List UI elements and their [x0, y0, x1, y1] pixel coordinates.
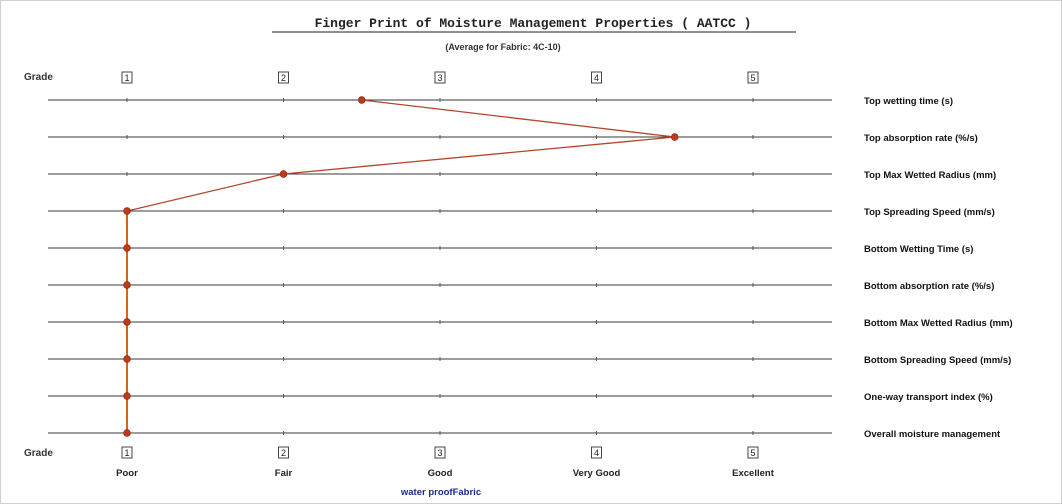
- data-point-row-2: [671, 133, 679, 141]
- grade-category-label: Good: [428, 468, 453, 479]
- row-label: Overall moisture management: [864, 429, 1001, 440]
- bottom-grade-box-4: [591, 446, 602, 459]
- bottom-grade-number: 1: [124, 448, 129, 458]
- bottom-grade-number: 5: [750, 448, 755, 458]
- bottom-grade-markers: 1 2 3 4 5: [121, 446, 759, 459]
- data-point-row-3: [279, 170, 288, 178]
- data-point-row-4: [123, 207, 131, 215]
- grade-category-labels: Poor Fair Good Very Good Excellent: [116, 468, 775, 479]
- row-label: Top Spreading Speed (mm/s): [864, 207, 995, 218]
- top-grade-markers: 1 2 3 4 5: [121, 71, 759, 84]
- top-grade-box-2: [278, 71, 289, 84]
- row-label: Bottom Wetting Time (s): [864, 244, 973, 255]
- top-grade-box-3: [434, 71, 446, 84]
- chart-subtitle: (Average for Fabric: 4C-10): [445, 42, 560, 52]
- top-grade-label: Grade: [24, 72, 53, 83]
- row-label: Bottom absorption rate (%/s): [864, 281, 994, 292]
- top-grade-box-5: [747, 71, 759, 84]
- data-point-row-6: [123, 281, 131, 289]
- series-layer: [123, 96, 679, 437]
- row-label: Top Max Wetted Radius (mm): [864, 170, 996, 181]
- grade-category-label: Fair: [275, 468, 293, 479]
- data-point-row-10: [123, 429, 131, 437]
- bottom-grade-box-1: [121, 446, 133, 459]
- data-point-row-9: [123, 392, 131, 400]
- bottom-grade-number: 2: [281, 448, 286, 458]
- chart-title: Finger Print of Moisture Management Prop…: [315, 16, 752, 31]
- top-grade-number: 5: [750, 73, 755, 83]
- top-grade-number: 3: [437, 73, 442, 83]
- bottom-grade-number: 3: [437, 448, 442, 458]
- row-label: Bottom Spreading Speed (mm/s): [864, 355, 1011, 366]
- top-grade-box-4: [591, 71, 602, 84]
- row-label: Bottom Max Wetted Radius (mm): [864, 318, 1013, 329]
- data-point-row-5: [123, 244, 131, 252]
- bottom-grade-label: Grade: [24, 448, 53, 459]
- grid: [48, 98, 832, 435]
- grade-category-label: Poor: [116, 468, 138, 479]
- row-label: One-way transport index (%): [864, 392, 993, 403]
- top-grade-number: 4: [594, 73, 599, 83]
- row-label: Top wetting time (s): [864, 96, 953, 107]
- grade-category-label: Excellent: [732, 468, 775, 479]
- data-point-row-7: [123, 318, 131, 326]
- bottom-grade-box-2: [278, 446, 289, 459]
- data-point-row-8: [123, 355, 131, 363]
- fabric-note: water proofFabric: [400, 487, 481, 498]
- series-line-top: [126, 99, 675, 212]
- data-point-row-1: [358, 96, 366, 104]
- bottom-grade-box-5: [747, 446, 759, 459]
- grade-category-label: Very Good: [573, 468, 621, 479]
- top-grade-box-1: [121, 71, 133, 84]
- bottom-grade-number: 4: [594, 448, 599, 458]
- bottom-grade-box-3: [434, 446, 446, 459]
- top-grade-number: 2: [281, 73, 286, 83]
- row-labels: Top wetting time (s) Top absorption rate …: [864, 96, 1013, 440]
- row-label: Top absorption rate (%/s): [864, 133, 978, 144]
- top-grade-number: 1: [124, 73, 129, 83]
